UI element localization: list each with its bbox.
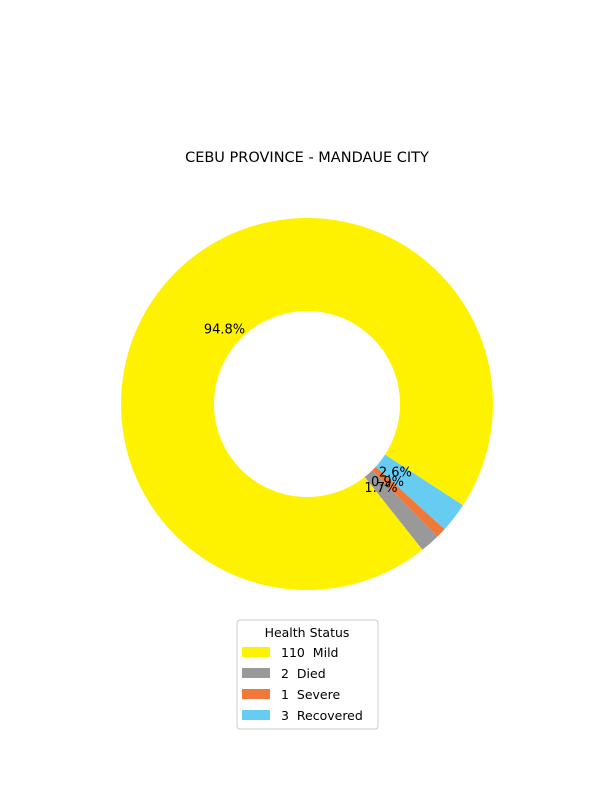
percent-label-mild: 94.8% <box>204 322 245 337</box>
chart-title: CEBU PROVINCE - MANDAUE CITY <box>185 150 429 166</box>
legend-items: 110 Mild 2 Died 1 Severe 3 Recovered <box>242 645 363 723</box>
legend-box <box>236 619 379 730</box>
slice-recovered <box>375 454 463 530</box>
legend: Health Status 110 Mild 2 Died 1 Severe 3 Re… <box>236 619 379 730</box>
donut-slices <box>120 218 493 591</box>
legend-swatch-severe <box>242 689 270 699</box>
legend-swatch-mild <box>242 647 270 657</box>
legend-label-mild: 110 Mild <box>281 645 338 660</box>
legend-label-died: 2 Died <box>281 666 326 681</box>
percent-label-severe: 0.9% <box>371 475 404 490</box>
legend-swatch-recovered <box>242 710 270 720</box>
slice-died <box>364 470 438 550</box>
percent-labels: 94.8% 1.7%0.9%2.6% <box>204 322 412 496</box>
legend-label-recovered: 3 Recovered <box>281 708 363 723</box>
percent-label-died: 1.7% <box>364 481 397 496</box>
legend-title: Health Status <box>265 625 350 640</box>
percent-label-recovered: 2.6% <box>379 466 412 481</box>
slice-mild <box>120 218 493 591</box>
slice-severe <box>372 466 445 537</box>
legend-swatch-died <box>242 668 270 678</box>
legend-label-severe: 1 Severe <box>281 687 340 702</box>
